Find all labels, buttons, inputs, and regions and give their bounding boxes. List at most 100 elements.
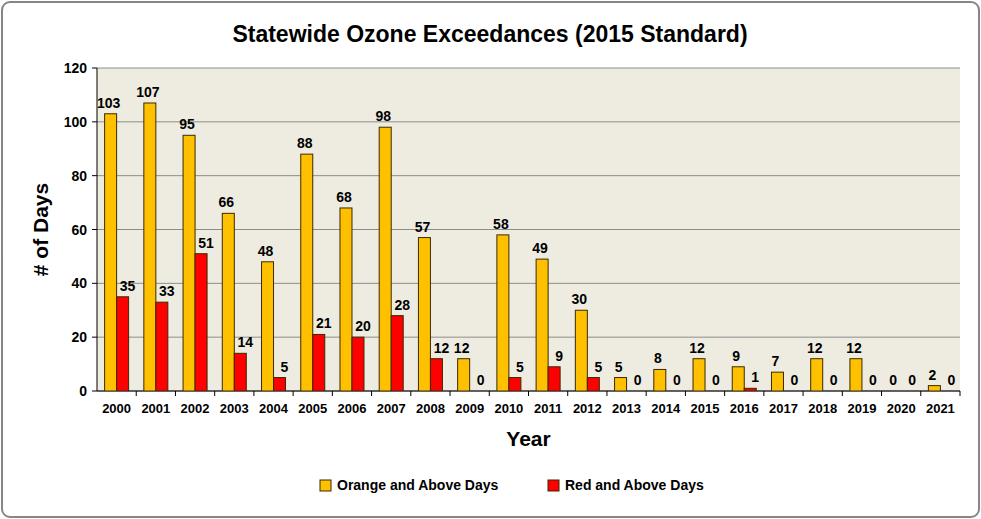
x-tick-label: 2017: [769, 401, 798, 416]
x-tick-label: 2004: [259, 401, 289, 416]
grid-line: [97, 68, 960, 69]
bar: [548, 367, 560, 391]
x-tick: [646, 391, 647, 396]
data-label: 98: [375, 108, 391, 124]
x-tick: [332, 391, 333, 396]
x-tick: [567, 391, 568, 396]
bar: [458, 359, 470, 391]
x-tick: [685, 391, 686, 396]
y-tick-label: 80: [71, 168, 87, 184]
bar: [105, 114, 117, 391]
data-label: 68: [336, 189, 352, 205]
data-labels: 1033510733955166144858821682098285712120…: [97, 84, 956, 388]
data-label: 5: [281, 359, 289, 375]
data-label: 12: [434, 340, 450, 356]
y-tick: [92, 175, 97, 176]
data-label: 88: [297, 135, 313, 151]
bar: [627, 391, 639, 392]
bar: [823, 391, 835, 392]
x-tick: [136, 391, 137, 396]
grid-line: [97, 121, 960, 122]
plot-area: [97, 68, 960, 391]
data-label: 35: [120, 278, 136, 294]
y-tick-label: 60: [71, 222, 87, 238]
bar: [352, 337, 364, 391]
x-tick-label: 2015: [691, 401, 720, 416]
data-label: 5: [594, 359, 602, 375]
x-tick-label: 2019: [847, 401, 876, 416]
x-tick: [371, 391, 372, 396]
y-tick: [92, 229, 97, 230]
bar: [615, 378, 627, 391]
x-tick: [528, 391, 529, 396]
bar: [509, 378, 521, 391]
bars: [105, 103, 941, 391]
bar: [391, 316, 403, 391]
x-tick-label: 2007: [377, 401, 406, 416]
bar: [862, 391, 874, 392]
bar: [340, 208, 352, 391]
x-tick-label: 2013: [612, 401, 641, 416]
data-label: 7: [772, 353, 780, 369]
chart-frame: [2, 2, 979, 517]
data-label: 21: [316, 315, 332, 331]
x-tick-label: 2005: [298, 401, 327, 416]
bar: [234, 353, 246, 391]
data-label: 57: [415, 219, 431, 235]
x-tick-label: 2000: [102, 401, 131, 416]
x-tick: [175, 391, 176, 396]
data-label: 0: [673, 372, 681, 388]
x-tick-label: 2010: [494, 401, 523, 416]
legend-label: Red and Above Days: [565, 477, 704, 493]
y-tick-label: 120: [64, 60, 88, 76]
data-label: 0: [477, 372, 485, 388]
data-label: 0: [634, 372, 642, 388]
bar: [693, 359, 705, 391]
x-tick-label: 2002: [181, 401, 210, 416]
data-label: 0: [791, 372, 799, 388]
x-tick-label: 2008: [416, 401, 445, 416]
data-label: 20: [355, 318, 371, 334]
bar: [744, 388, 756, 391]
x-tick: [960, 391, 961, 396]
bar: [195, 254, 207, 391]
y-tick: [92, 68, 97, 69]
bar: [117, 297, 129, 391]
x-tick-label: 2011: [534, 401, 562, 416]
x-tick-label: 2003: [220, 401, 249, 416]
bar: [901, 391, 913, 392]
data-label: 12: [846, 340, 862, 356]
bar: [418, 238, 430, 391]
x-tick: [803, 391, 804, 396]
y-axis-title: # of Days: [29, 183, 52, 276]
bar: [850, 359, 862, 391]
bar: [262, 262, 274, 391]
x-tick-label: 2012: [573, 401, 602, 416]
bar: [889, 391, 901, 392]
bar: [470, 391, 482, 392]
legend-label: Orange and Above Days: [337, 477, 499, 493]
bar: [666, 391, 678, 392]
legend: Orange and Above Days Red and Above Days: [320, 477, 704, 493]
x-tick: [920, 391, 921, 396]
data-label: 0: [908, 372, 916, 388]
data-label: 107: [136, 84, 160, 100]
x-tick-label: 2018: [808, 401, 837, 416]
y-tick: [92, 391, 97, 392]
data-label: 49: [532, 240, 548, 256]
x-tick: [489, 391, 490, 396]
bar: [430, 359, 442, 391]
x-tick-label: 2020: [887, 401, 916, 416]
bar: [587, 378, 599, 391]
x-tick-label: 2009: [455, 401, 484, 416]
bar: [536, 259, 548, 391]
data-label: 12: [454, 340, 470, 356]
data-label: 14: [238, 334, 254, 350]
x-tick-label: 2021: [926, 401, 955, 416]
x-tick: [842, 391, 843, 396]
bar: [497, 235, 509, 391]
y-tick: [92, 121, 97, 122]
bar: [771, 372, 783, 391]
data-label: 66: [219, 194, 235, 210]
data-label: 8: [654, 350, 662, 366]
